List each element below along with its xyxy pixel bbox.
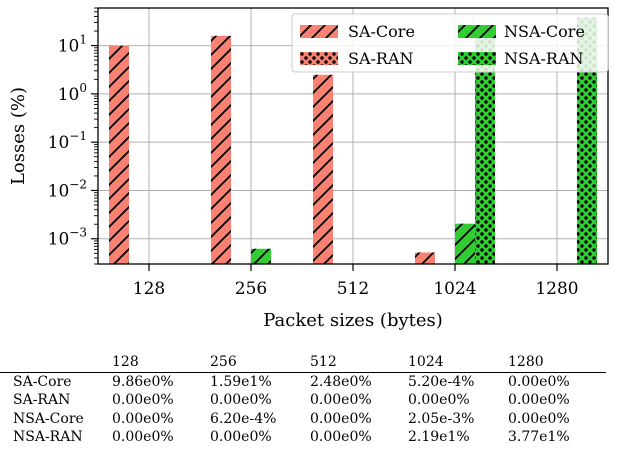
table-cell: 2.19e1%: [408, 429, 470, 446]
table-cell: 9.86e0%: [112, 373, 174, 390]
table-header-cell: 1280: [508, 353, 606, 373]
table-header-cell: 128: [112, 353, 210, 373]
bar-hatch-nsa-ran-1280: [577, 17, 597, 264]
table-row: NSA-RAN 0.00e0% 0.00e0% 0.00e0% 2.19e1% …: [0, 428, 606, 447]
table-header-cell: 512: [310, 353, 408, 373]
bar-hatch-sa-core-512: [313, 74, 333, 264]
table-row: NSA-Core 0.00e0% 6.20e-4% 0.00e0% 2.05e-…: [0, 410, 606, 429]
legend: SA-Core SA-RAN NSA-Core NSA-RAN: [291, 13, 609, 73]
y-tick-label: 100: [58, 81, 87, 105]
y-tick-label: 10−1: [48, 129, 87, 153]
table-row-label: SA-RAN: [13, 392, 71, 409]
table-header-cell: [0, 353, 112, 373]
bar-hatch-nsa-core-1024: [455, 223, 475, 264]
x-tick-label: 1280: [535, 279, 578, 299]
bar-hatch-nsa-ran-1024: [475, 29, 495, 265]
bar-hatch-nsa-core-256: [251, 248, 271, 264]
table-cell: 0.00e0%: [508, 373, 570, 390]
table-header-cell: 256: [210, 353, 310, 373]
bar-hatch-sa-core-128: [109, 45, 129, 264]
table-row-label: NSA-RAN: [13, 429, 83, 446]
x-tick-label: 1024: [433, 279, 476, 299]
table-cell: 0.00e0%: [112, 392, 174, 409]
legend-label-nsa-ran: NSA-RAN: [504, 49, 584, 68]
legend-swatch-nsa-ran-hatch: [458, 52, 496, 65]
table-cell: 2.48e0%: [310, 373, 372, 390]
y-tick-label: 101: [58, 33, 87, 57]
legend-swatch-nsa-core-hatch: [458, 25, 496, 38]
table-cell: 0.00e0%: [310, 429, 372, 446]
table-cell: 2.05e-3%: [408, 410, 475, 427]
table-cell: 3.77e1%: [508, 429, 570, 446]
legend-label-nsa-core: NSA-Core: [504, 22, 585, 41]
table-cell: 0.00e0%: [210, 392, 272, 409]
x-tick-label: 256: [235, 279, 267, 299]
losses-table: 128 256 512 1024 1280 SA-Core 9.86e0% 1.…: [0, 353, 606, 447]
table-cell: 0.00e0%: [112, 429, 174, 446]
legend-label-sa-ran: SA-RAN: [348, 49, 414, 68]
table-header-row: 128 256 512 1024 1280: [0, 353, 606, 373]
bar-hatch-sa-core-1024: [415, 252, 435, 264]
legend-box: [291, 13, 609, 73]
bar-hatch-sa-core-256: [211, 35, 231, 264]
x-tick-label: 128: [133, 279, 165, 299]
table-cell: 5.20e-4%: [408, 373, 475, 390]
table-cell: 0.00e0%: [408, 392, 470, 409]
table-cell: 0.00e0%: [310, 410, 372, 427]
legend-swatch-sa-ran-hatch: [300, 52, 338, 65]
y-axis-label: Losses (%): [8, 87, 29, 185]
losses-bar-chart: 10−3 10−2 10−1 100 101 128 256 512 1024 1280 Pack…: [8, 7, 609, 331]
table-cell: 0.00e0%: [310, 392, 372, 409]
table-cell: 6.20e-4%: [210, 410, 277, 427]
x-tick-label: 512: [337, 279, 369, 299]
x-axis-label: Packet sizes (bytes): [263, 310, 443, 331]
y-tick-label: 10−2: [48, 177, 87, 201]
losses-data-table: 128 256 512 1024 1280 SA-Core 9.86e0% 1.…: [0, 353, 618, 447]
table-row-label: NSA-Core: [13, 410, 84, 427]
y-tick-label: 10−3: [48, 226, 87, 250]
legend-swatch-sa-core-hatch: [300, 25, 338, 38]
table-row: SA-Core 9.86e0% 1.59e1% 2.48e0% 5.20e-4%…: [0, 372, 606, 391]
table-cell: 0.00e0%: [508, 392, 570, 409]
table-cell: 0.00e0%: [508, 410, 570, 427]
table-cell: 0.00e0%: [112, 410, 174, 427]
table-cell: 1.59e1%: [210, 373, 272, 390]
table-cell: 0.00e0%: [210, 429, 272, 446]
table-header-cell: 1024: [408, 353, 508, 373]
table-row-label: SA-Core: [13, 373, 72, 390]
bars: [109, 17, 597, 265]
legend-label-sa-core: SA-Core: [348, 22, 415, 41]
table-row: SA-RAN 0.00e0% 0.00e0% 0.00e0% 0.00e0% 0…: [0, 391, 606, 410]
